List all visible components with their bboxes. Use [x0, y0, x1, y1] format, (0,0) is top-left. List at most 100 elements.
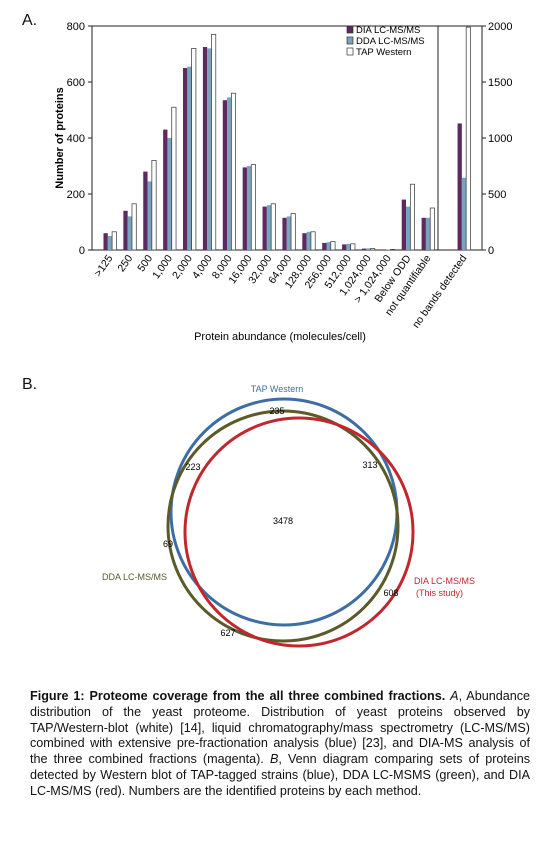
bar	[322, 243, 327, 250]
venn-count-dia-only: 608	[383, 588, 398, 598]
bar	[310, 231, 316, 251]
bar	[131, 203, 137, 251]
x-tick-label: >125	[92, 253, 115, 279]
caption-b-letter: B	[269, 752, 279, 767]
bar	[202, 47, 208, 250]
bar	[262, 206, 267, 250]
bar	[425, 217, 431, 250]
bar	[401, 199, 407, 250]
bar	[127, 216, 132, 250]
abundance-bar-chart: 0 200 400 600 800 0 500 1000 1500 2000 Number of p…	[54, 21, 512, 343]
x-tick-label: 2,000	[170, 253, 195, 282]
x-axis-label: Protein abundance (molecules/cell)	[194, 331, 366, 343]
y2-tick-label: 2000	[488, 21, 512, 33]
legend-label: DIA LC-MS/MS	[356, 25, 420, 36]
bar	[429, 207, 435, 251]
y-tick-label: 400	[67, 133, 85, 145]
bar	[286, 216, 292, 250]
bar	[163, 129, 168, 250]
bar	[366, 248, 371, 250]
legend-swatch	[346, 47, 354, 56]
bar	[282, 217, 287, 250]
bar	[266, 205, 272, 250]
venn-diagram: TAP Western DDA LC-MS/MS DIA LC-MS/MS (T…	[102, 384, 475, 648]
bar	[290, 213, 296, 251]
legend-swatch	[346, 25, 354, 34]
bar	[242, 167, 247, 250]
legend-label: DDA LC-MS/MS	[356, 36, 425, 47]
venn-count-dda-only: 69	[163, 539, 173, 549]
bar	[211, 34, 217, 251]
bar	[123, 210, 128, 250]
venn-circle-dia	[183, 416, 415, 648]
caption-a-letter: A	[450, 689, 459, 703]
bar	[306, 231, 311, 250]
y2-tick-label: 500	[488, 189, 506, 201]
venn-circle-tap	[169, 397, 399, 627]
venn-count-tap-only: 235	[269, 406, 284, 416]
x-tick-label: 1,000	[150, 253, 175, 282]
bar	[350, 243, 356, 251]
bar	[342, 244, 347, 250]
y-tick-label: 0	[79, 245, 85, 257]
bar	[143, 171, 148, 250]
y-tick-label: 200	[67, 189, 85, 201]
bar	[187, 66, 192, 250]
bar-extra	[465, 26, 471, 251]
y-tick-label: 600	[67, 77, 85, 89]
y2-tick-label: 1500	[488, 77, 512, 89]
bar	[167, 138, 172, 250]
bar	[231, 92, 237, 251]
bar-extra	[457, 123, 462, 250]
bar	[191, 48, 197, 251]
bar	[370, 248, 376, 251]
venn-label-dia-line1: DIA LC-MS/MS	[414, 576, 475, 586]
x-tick-label: 4,000	[190, 253, 215, 282]
legend-swatch	[346, 36, 354, 45]
bar	[390, 249, 396, 251]
venn-label-tap: TAP Western	[251, 384, 304, 394]
venn-count-tap-dia: 313	[362, 460, 377, 470]
y-axis-label: Number of proteins	[54, 87, 66, 188]
bar	[409, 183, 415, 251]
bar	[250, 164, 256, 251]
bar	[330, 241, 336, 251]
y2-tick-label: 0	[488, 245, 494, 257]
caption-title: Figure 1: Proteome coverage from the all…	[30, 689, 446, 703]
panel-b-letter: B.	[22, 376, 38, 393]
bar	[270, 203, 276, 251]
y2-tick-label: 1000	[488, 133, 512, 145]
bar	[147, 181, 152, 250]
venn-count-dda-dia: 627	[220, 628, 235, 638]
venn-label-dia-line2: (This study)	[416, 588, 463, 598]
bar	[207, 48, 212, 251]
caption-a-text: , Abundance distribution of the yeast pr…	[30, 689, 531, 767]
bar	[346, 243, 351, 250]
bar	[183, 68, 188, 250]
bar	[171, 106, 177, 251]
bar	[103, 233, 108, 250]
bar	[302, 233, 307, 250]
venn-count-tap-dda: 223	[185, 462, 200, 472]
bar	[386, 249, 391, 250]
legend-label: TAP Western	[356, 47, 411, 58]
bar	[111, 231, 117, 251]
bar	[361, 248, 367, 250]
panel-a-letter: A.	[22, 12, 38, 29]
bar	[326, 242, 331, 250]
bar	[246, 166, 252, 250]
venn-circle-dda	[166, 409, 400, 643]
figure-caption: Figure 1: Proteome coverage from the all…	[30, 689, 530, 800]
bar-extra	[461, 177, 467, 250]
bar	[222, 100, 228, 250]
venn-label-dda: DDA LC-MS/MS	[102, 572, 167, 582]
y-tick-label: 800	[67, 21, 85, 33]
x-tick-label: 250	[115, 253, 135, 274]
bar	[421, 217, 426, 250]
venn-count-center: 3478	[273, 516, 293, 526]
bar	[406, 206, 411, 250]
bar	[227, 97, 232, 251]
bar	[151, 160, 157, 251]
bar	[381, 249, 387, 250]
caption-b-text: , Venn diagram comparing sets of protein…	[30, 752, 530, 798]
